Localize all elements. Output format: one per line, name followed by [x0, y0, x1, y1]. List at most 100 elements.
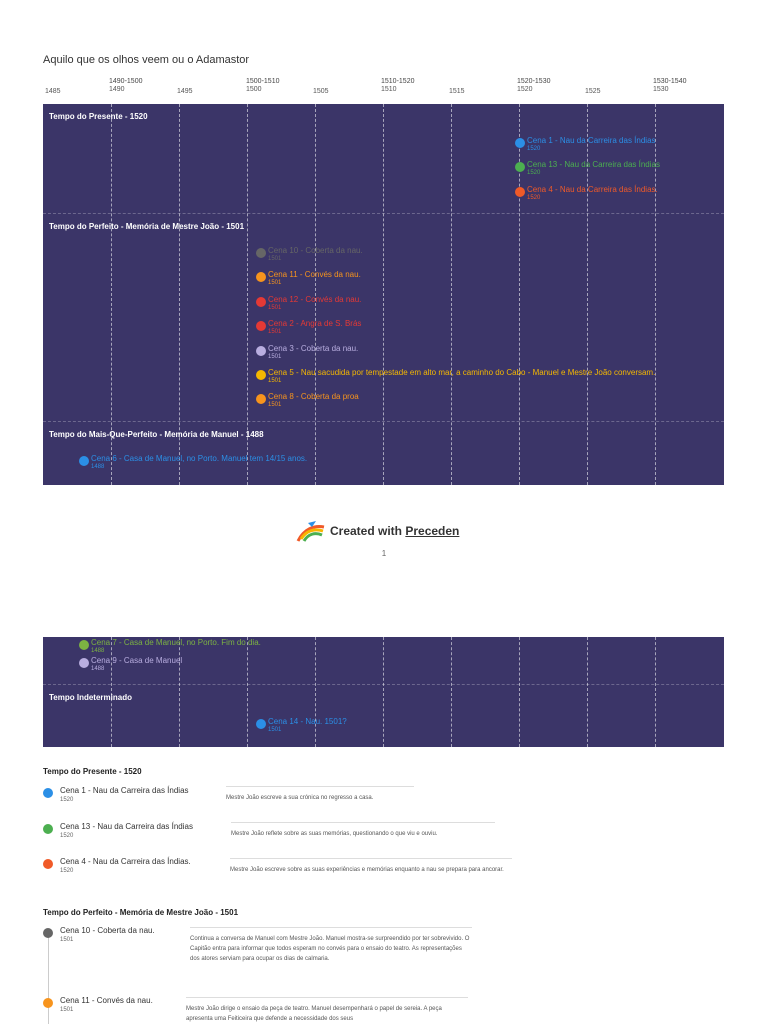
event-year: 1501: [268, 329, 282, 335]
timeline-panel: Tempo do Presente - 1520 Tempo do Perfei…: [43, 104, 724, 485]
gridline: [655, 104, 656, 485]
detail-name: Cena 4 - Nau da Carreira das Índias.: [60, 857, 191, 866]
event-year: 1520: [527, 195, 541, 201]
event-year: 1501: [268, 727, 282, 733]
detail-dot: [43, 859, 53, 869]
detail-description: Mestre João escreve a sua crónica no reg…: [226, 786, 414, 803]
event-label: Cena 2 - Angra de S. Brás: [268, 319, 362, 328]
event-label: Cena 9 - Casa de Manuel: [91, 656, 183, 665]
event-year: 1488: [91, 648, 105, 654]
gridline: [451, 104, 452, 485]
group-label: Tempo Indeterminado: [49, 693, 132, 702]
axis-tick: 1500-1510 1500: [246, 78, 280, 93]
gridline: [519, 637, 520, 747]
gridline: [111, 637, 112, 747]
detail-connector: [48, 936, 49, 1024]
event-label: Cena 1 - Nau da Carreira das Índias: [527, 136, 656, 145]
event-year: 1501: [268, 378, 282, 384]
event-dot: [79, 658, 89, 668]
gridline: [383, 637, 384, 747]
event-label: Cena 12 - Convés da nau.: [268, 295, 362, 304]
preceden-credit[interactable]: Created with Preceden: [296, 519, 476, 545]
event-dot: [79, 640, 89, 650]
detail-name: Cena 11 - Convés da nau.: [60, 996, 153, 1005]
timeline-panel: Cena 7 - Casa de Manuel, no Porto. Fim d…: [43, 637, 724, 747]
group-label: Tempo do Mais-Que-Perfeito - Memória de …: [49, 430, 264, 439]
event-year: 1501: [268, 354, 282, 360]
event-label: Cena 10 - Coberta da nau.: [268, 246, 363, 255]
gridline: [247, 637, 248, 747]
event-dot: [256, 346, 266, 356]
detail-dot: [43, 824, 53, 834]
detail-dot: [43, 998, 53, 1008]
event-year: 1501: [268, 256, 282, 262]
group-label: Tempo do Presente - 1520: [49, 112, 148, 121]
gridline: [587, 637, 588, 747]
event-label: Cena 4 - Nau da Carreira das Índias.: [527, 185, 658, 194]
event-dot: [256, 321, 266, 331]
section-heading: Tempo do Perfeito - Memória de Mestre Jo…: [43, 908, 239, 917]
page-number: 1: [381, 549, 387, 558]
gridline: [111, 104, 112, 485]
detail-name: Cena 10 - Coberta da nau.: [60, 926, 155, 935]
gridline: [587, 104, 588, 485]
preceden-logo-icon: [296, 521, 325, 542]
gridline: [179, 104, 180, 485]
detail-name: Cena 13 - Nau da Carreira das Índias: [60, 822, 193, 831]
gridline: [247, 104, 248, 485]
credit-text: Created with Preceden: [330, 524, 460, 538]
axis-tick: 1530-1540 1530: [653, 78, 687, 93]
detail-year: 1520: [60, 833, 74, 839]
gridline: [315, 104, 316, 485]
gridline: [383, 104, 384, 485]
axis-tick: 1520-1530 1520: [517, 78, 551, 93]
event-dot: [256, 272, 266, 282]
event-year: 1501: [268, 305, 282, 311]
event-label: Cena 5 - Nau sacudida por tempestade em …: [268, 368, 656, 377]
detail-year: 1501: [60, 937, 74, 943]
detail-year: 1520: [60, 868, 74, 874]
detail-description: Mestre João dirige o ensaio da peça de t…: [186, 997, 468, 1024]
time-axis: 1485 1490-1500 1490 1495 1500-1510 1500 15…: [45, 78, 687, 95]
detail-name: Cena 1 - Nau da Carreira das Índias: [60, 786, 189, 795]
event-dot: [515, 162, 525, 172]
group-separator: [43, 213, 724, 214]
page-title: Aquilo que os olhos veem ou o Adamastor: [43, 54, 250, 66]
event-label: Cena 3 - Coberta da nau.: [268, 344, 359, 353]
event-dot: [515, 138, 525, 148]
event-dot: [79, 456, 89, 466]
group-separator: [43, 421, 724, 422]
detail-description: Mestre João reflete sobre as suas memóri…: [231, 822, 495, 839]
axis-tick: 1510-1520 1510: [381, 78, 415, 93]
section-heading: Tempo do Presente - 1520: [43, 767, 142, 776]
detail-dot: [43, 928, 53, 938]
gridline: [655, 637, 656, 747]
gridline: [519, 104, 520, 485]
event-year: 1488: [91, 666, 105, 672]
group-separator: [43, 684, 724, 685]
event-label: Cena 14 - Nau. 1501?: [268, 717, 347, 726]
detail-description: Continua a conversa de Manuel com Mestre…: [190, 927, 472, 964]
event-dot: [256, 370, 266, 380]
group-label: Tempo do Perfeito - Memória de Mestre Jo…: [49, 222, 245, 231]
event-year: 1488: [91, 464, 105, 470]
event-dot: [256, 248, 266, 258]
event-year: 1520: [527, 170, 541, 176]
gridline: [451, 637, 452, 747]
axis-tick: 1490-1500 1490: [109, 78, 143, 93]
event-label: Cena 13 - Nau da Carreira das Índias: [527, 160, 660, 169]
event-year: 1501: [268, 402, 282, 408]
event-label: Cena 7 - Casa de Manuel, no Porto. Fim d…: [91, 638, 261, 647]
gridline: [315, 637, 316, 747]
detail-year: 1501: [60, 1007, 74, 1013]
detail-dot: [43, 788, 53, 798]
event-label: Cena 8 - Coberta da proa: [268, 392, 359, 401]
event-year: 1520: [527, 146, 541, 152]
event-dot: [515, 187, 525, 197]
detail-description: Mestre João escreve sobre as suas experi…: [230, 858, 512, 875]
event-year: 1501: [268, 280, 282, 286]
gridline: [179, 637, 180, 747]
detail-year: 1520: [60, 797, 74, 803]
event-label: Cena 6 - Casa de Manuel, no Porto. Manue…: [91, 454, 308, 463]
event-dot: [256, 394, 266, 404]
